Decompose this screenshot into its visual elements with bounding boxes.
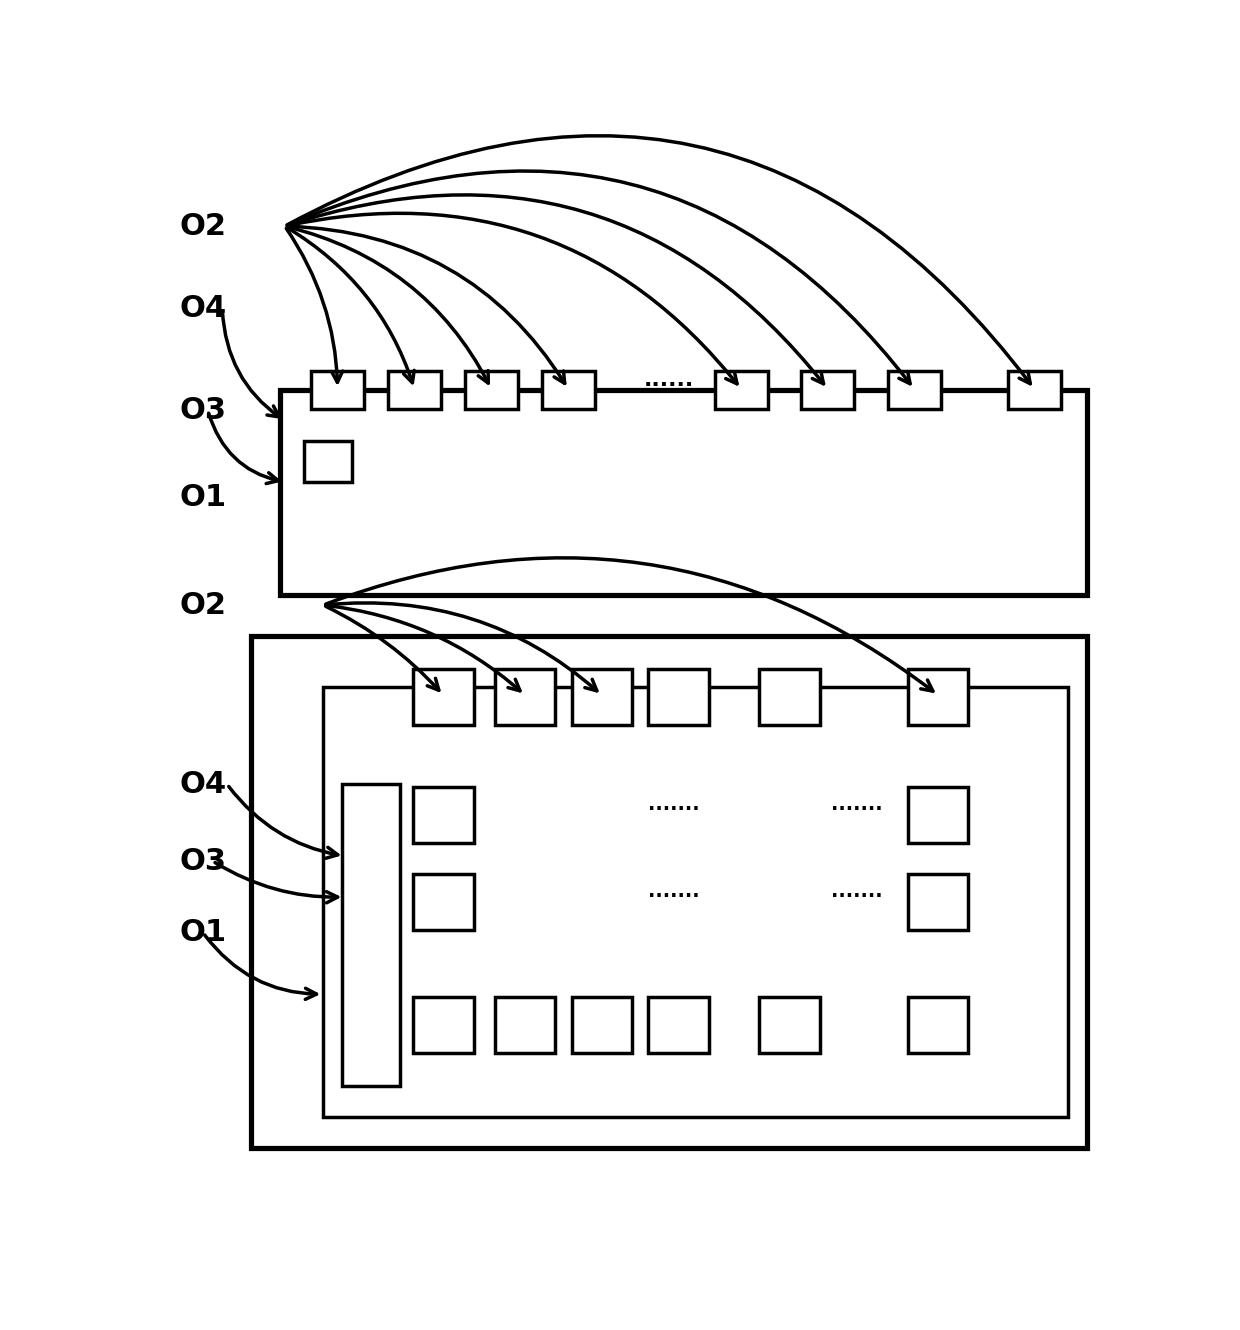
Text: .......: ....... — [831, 882, 883, 902]
FancyBboxPatch shape — [649, 669, 709, 725]
FancyBboxPatch shape — [413, 787, 474, 843]
Text: .......: ....... — [831, 795, 883, 814]
FancyBboxPatch shape — [342, 785, 401, 1087]
FancyBboxPatch shape — [908, 996, 968, 1053]
FancyBboxPatch shape — [801, 371, 854, 410]
FancyBboxPatch shape — [649, 996, 709, 1053]
FancyBboxPatch shape — [495, 669, 556, 725]
FancyBboxPatch shape — [413, 874, 474, 930]
Text: .......: ....... — [649, 882, 699, 902]
Text: O2: O2 — [179, 211, 226, 241]
FancyBboxPatch shape — [759, 996, 820, 1053]
FancyBboxPatch shape — [759, 669, 820, 725]
Text: O4: O4 — [179, 770, 226, 799]
FancyBboxPatch shape — [542, 371, 595, 410]
FancyBboxPatch shape — [413, 669, 474, 725]
Text: O1: O1 — [179, 918, 226, 947]
FancyBboxPatch shape — [908, 787, 968, 843]
Text: ......: ...... — [644, 370, 694, 390]
FancyBboxPatch shape — [908, 669, 968, 725]
Text: .......: ....... — [649, 795, 699, 814]
FancyBboxPatch shape — [908, 874, 968, 930]
FancyBboxPatch shape — [388, 371, 441, 410]
FancyBboxPatch shape — [311, 371, 365, 410]
FancyBboxPatch shape — [304, 442, 352, 483]
FancyBboxPatch shape — [572, 996, 632, 1053]
FancyBboxPatch shape — [465, 371, 518, 410]
Text: O3: O3 — [179, 847, 226, 875]
Text: O2: O2 — [179, 591, 226, 620]
FancyBboxPatch shape — [1008, 371, 1060, 410]
FancyBboxPatch shape — [413, 996, 474, 1053]
FancyBboxPatch shape — [572, 669, 632, 725]
FancyBboxPatch shape — [714, 371, 768, 410]
Text: O1: O1 — [179, 483, 226, 512]
FancyBboxPatch shape — [250, 636, 1087, 1148]
Text: O3: O3 — [179, 396, 226, 426]
FancyBboxPatch shape — [324, 688, 1068, 1117]
FancyBboxPatch shape — [888, 371, 941, 410]
FancyBboxPatch shape — [495, 996, 556, 1053]
FancyBboxPatch shape — [280, 390, 1087, 595]
Text: O4: O4 — [179, 294, 226, 323]
